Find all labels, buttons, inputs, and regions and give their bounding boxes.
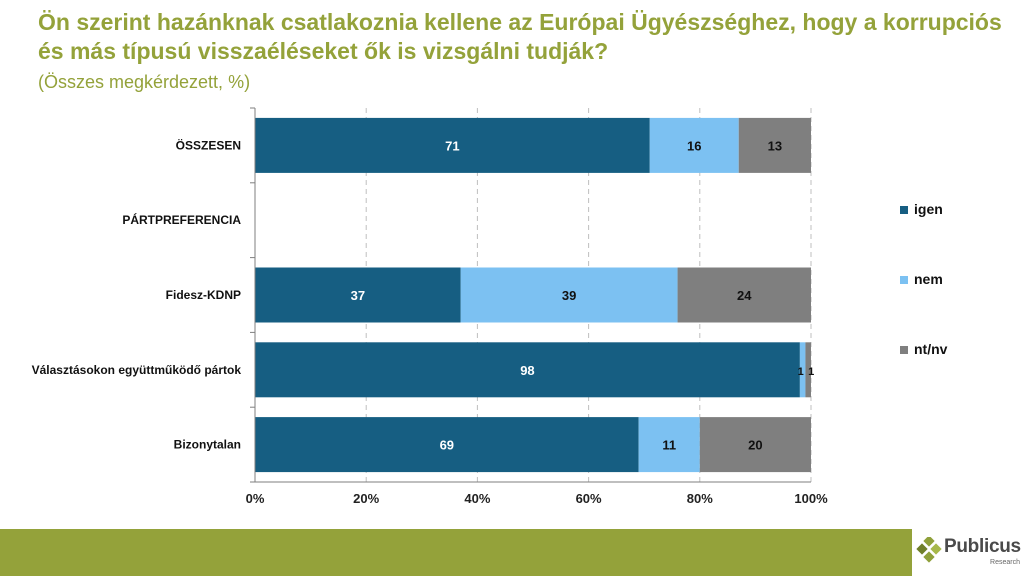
bar-segment-nem [638, 417, 700, 473]
bar-segment-ntnv [805, 342, 811, 398]
legend: igen nem nt/nv [900, 201, 948, 357]
chart-subtitle: (Összes megkérdezett, %) [38, 72, 251, 92]
bar-segment-ntnv [738, 117, 811, 173]
data-label: 37 [351, 288, 365, 303]
data-label: 39 [562, 288, 576, 303]
data-label: 16 [687, 138, 701, 153]
bar-segment-ntnv [699, 417, 811, 473]
footer-band [0, 529, 912, 576]
bar-labels: 71 16 13 37 39 24 98 1 1 69 11 20 [351, 138, 815, 452]
bar-segment-nem [799, 342, 806, 398]
category-label: PÁRTPREFERENCIA [122, 212, 241, 227]
legend-label: nem [914, 271, 943, 287]
data-label: 24 [737, 288, 752, 303]
x-tick-label: 0% [246, 491, 265, 506]
legend-swatch [900, 346, 908, 354]
category-label: ÖSSZESEN [176, 137, 241, 152]
logo-mark-icon [916, 537, 942, 563]
bar-segment-igen [255, 117, 650, 173]
publicus-logo: Publicus Research [916, 533, 1024, 573]
bar-segment-nem [460, 267, 678, 323]
category-label: Bizonytalan [174, 438, 241, 452]
category-label: Választásokon együttműködő pártok [32, 363, 242, 377]
chart-title: Ön szerint hazánknak csatlakoznia kellen… [38, 9, 1002, 64]
bar-segment-nem [649, 117, 739, 173]
logo-name: Publicus [944, 536, 1021, 557]
data-label: 1 [798, 366, 804, 378]
logo-subtitle: Research [990, 559, 1020, 566]
bar-segment-ntnv [677, 267, 811, 323]
x-tick-label: 80% [687, 491, 713, 506]
category-label: Fidesz-KDNP [166, 288, 241, 302]
x-axis: 0% 20% 40% 60% 80% 100% [246, 107, 828, 506]
legend-label: igen [914, 201, 943, 217]
bars [255, 117, 811, 473]
data-label: 20 [748, 438, 762, 453]
data-label: 69 [440, 438, 454, 453]
bar-segment-igen [255, 342, 800, 398]
x-tick-label: 20% [353, 491, 379, 506]
stacked-bar-chart: 71 16 13 37 39 24 98 1 1 69 11 20 ÖSSZESEN PÁRTPREFE… [32, 107, 948, 506]
data-label: 98 [520, 363, 534, 378]
data-label: 13 [768, 138, 782, 153]
data-label: 71 [445, 138, 459, 153]
x-tick-label: 40% [464, 491, 490, 506]
x-tick-label: 60% [576, 491, 602, 506]
data-label: 11 [662, 438, 676, 453]
data-label: 1 [808, 366, 814, 378]
legend-label: nt/nv [914, 341, 948, 357]
x-tick-label: 100% [794, 491, 828, 506]
category-labels: ÖSSZESEN PÁRTPREFERENCIA Fidesz-KDNP Válasz… [32, 137, 242, 451]
legend-swatch [900, 206, 908, 214]
bar-segment-igen [255, 267, 461, 323]
legend-swatch [900, 276, 908, 284]
bar-segment-igen [255, 417, 639, 473]
